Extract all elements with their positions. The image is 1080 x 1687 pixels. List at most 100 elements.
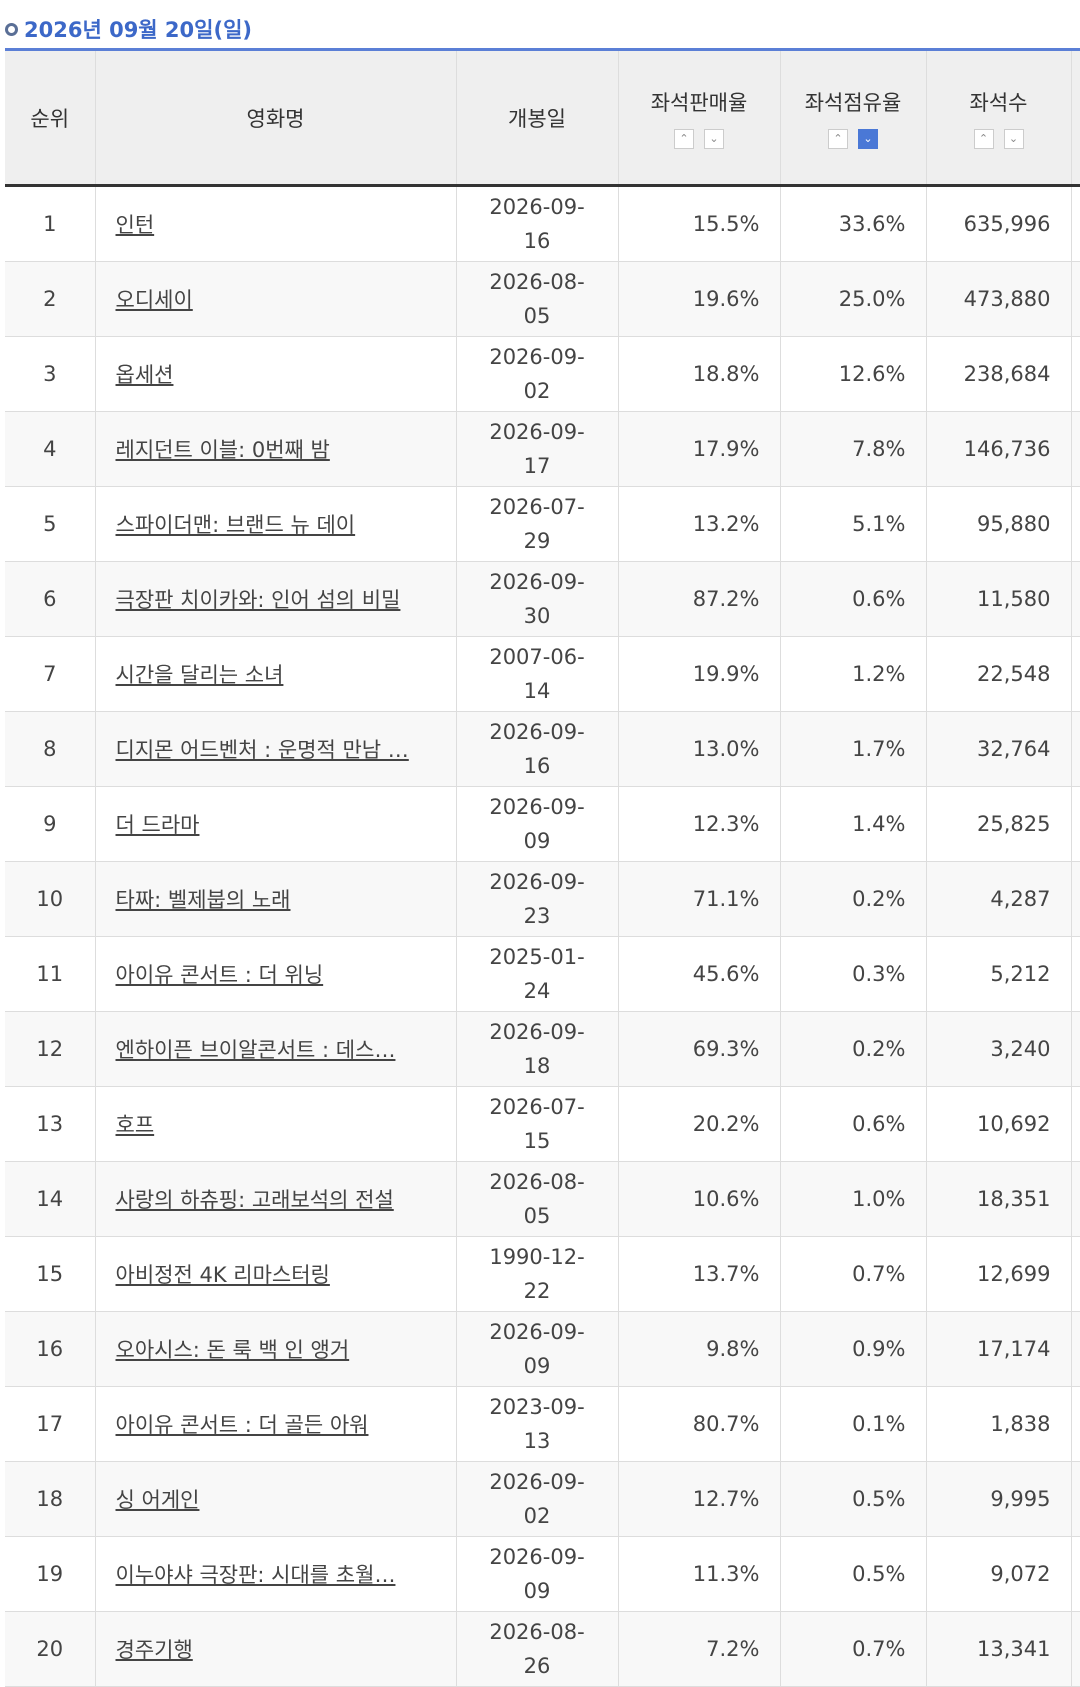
seat-count: 17,174 bbox=[977, 1337, 1051, 1361]
cell: 2023-09-13 bbox=[455, 1386, 618, 1462]
movie-title[interactable]: 극장판 치이카와: 인어 섬의 비밀 bbox=[115, 588, 401, 612]
cell: 0.7% bbox=[779, 1236, 926, 1312]
rank: 7 bbox=[43, 662, 57, 686]
movie-title[interactable]: 이누야샤 극장판: 시대를 초월… bbox=[115, 1563, 396, 1587]
seat-count: 3,240 bbox=[990, 1037, 1051, 1061]
seat-sales-rate: 20.2% bbox=[692, 1112, 760, 1136]
cut-cell bbox=[1070, 261, 1080, 337]
seat-sales-rate: 13.7% bbox=[692, 1262, 760, 1286]
table-row: 17 아이유 콘서트 : 더 골든 아워 2023-09-13 80.7% 0.1% 1,… bbox=[5, 1386, 1080, 1462]
seat-sales-rate: 9.8% bbox=[706, 1337, 760, 1361]
seat-sales-rate: 12.7% bbox=[692, 1487, 760, 1511]
cell: 635,996 bbox=[925, 185, 1071, 262]
cell: 1.7% bbox=[779, 711, 926, 787]
sort-buttons: ⌃ ⌄ bbox=[928, 128, 1070, 149]
cell: 극장판 치이카와: 인어 섬의 비밀 bbox=[94, 561, 456, 637]
seat-share: 1.7% bbox=[852, 737, 906, 761]
movie-title[interactable]: 시간을 달리는 소녀 bbox=[115, 663, 284, 687]
release-date: 2026-09-16 bbox=[489, 720, 585, 778]
movie-title[interactable]: 옵세션 bbox=[115, 363, 174, 387]
cell: 2026-07-29 bbox=[455, 486, 618, 562]
seat-count: 12,699 bbox=[977, 1262, 1051, 1286]
cell: 13 bbox=[5, 1086, 95, 1162]
release-date: 2026-07-15 bbox=[489, 1095, 585, 1153]
table-row: 1 인턴 2026-09-16 15.5% 33.6% 635,996 bbox=[5, 185, 1080, 262]
col-label: 순위 bbox=[30, 106, 70, 131]
movie-title[interactable]: 아비정전 4K 리마스터링 bbox=[115, 1263, 330, 1287]
movie-title[interactable]: 오아시스: 돈 룩 백 인 앵거 bbox=[115, 1338, 350, 1362]
table-row: 12 엔하이픈 브이알콘서트 : 데스… 2026-09-18 69.3% 0.2% 3,… bbox=[5, 1011, 1080, 1087]
seat-share: 25.0% bbox=[838, 287, 906, 311]
seat-count: 9,072 bbox=[990, 1562, 1051, 1586]
movie-title[interactable]: 아이유 콘서트 : 더 골든 아워 bbox=[115, 1413, 369, 1437]
cell: 13,341 bbox=[925, 1611, 1071, 1687]
cell: 2026-09-02 bbox=[455, 336, 618, 412]
movie-title[interactable]: 더 드라마 bbox=[115, 813, 200, 837]
movie-title[interactable]: 호프 bbox=[115, 1113, 155, 1137]
cut-cell bbox=[1070, 786, 1080, 862]
cell: 2026-07-15 bbox=[455, 1086, 618, 1162]
seat-sales-rate: 69.3% bbox=[692, 1037, 760, 1061]
cell: 5.1% bbox=[779, 486, 926, 562]
seat-share: 7.8% bbox=[852, 437, 906, 461]
table-row: 10 타짜: 벨제붑의 노래 2026-09-23 71.1% 0.2% 4,287 bbox=[5, 861, 1080, 937]
cell: 7.2% bbox=[617, 1611, 780, 1687]
sort-desc-active[interactable]: ⌄ bbox=[858, 128, 878, 149]
sort-desc[interactable]: ⌄ bbox=[704, 128, 724, 149]
rank: 13 bbox=[36, 1112, 64, 1136]
cell: 9.8% bbox=[617, 1311, 780, 1387]
rank: 17 bbox=[36, 1412, 64, 1436]
movie-title[interactable]: 싱 어게인 bbox=[115, 1488, 200, 1512]
seat-sales-rate: 87.2% bbox=[692, 587, 760, 611]
movie-title[interactable]: 아이유 콘서트 : 더 위닝 bbox=[115, 963, 324, 987]
col-label: 좌석판매율 bbox=[650, 90, 748, 115]
movie-title[interactable]: 엔하이픈 브이알콘서트 : 데스… bbox=[115, 1038, 396, 1062]
seat-sales-rate: 15.5% bbox=[692, 212, 760, 236]
seat-share: 0.6% bbox=[852, 1112, 906, 1136]
movie-title[interactable]: 타짜: 벨제붑의 노래 bbox=[115, 888, 291, 912]
movie-title[interactable]: 오디세이 bbox=[115, 288, 193, 312]
seat-count: 238,684 bbox=[963, 362, 1051, 386]
movie-title[interactable]: 경주기행 bbox=[115, 1638, 193, 1662]
movie-title[interactable]: 디지몬 어드벤처 : 운명적 만남 … bbox=[115, 738, 409, 762]
movie-title[interactable]: 레지던트 이블: 0번째 밤 bbox=[115, 438, 330, 462]
cut-cell bbox=[1070, 936, 1080, 1012]
seat-count: 13,341 bbox=[977, 1637, 1051, 1661]
col-header: 개봉일 bbox=[455, 49, 618, 187]
movie-title[interactable]: 스파이더맨: 브랜드 뉴 데이 bbox=[115, 513, 356, 537]
seat-share: 0.7% bbox=[852, 1637, 906, 1661]
movie-title[interactable]: 사랑의 하츄핑: 고래보석의 전설 bbox=[115, 1188, 394, 1212]
movie-title[interactable]: 인턴 bbox=[115, 213, 155, 237]
table-row: 11 아이유 콘서트 : 더 위닝 2025-01-24 45.6% 0.3% 5,212 bbox=[5, 936, 1080, 1012]
cell: 1.4% bbox=[779, 786, 926, 862]
sort-asc[interactable]: ⌃ bbox=[828, 128, 848, 149]
cut-cell bbox=[1070, 861, 1080, 937]
cut-cell bbox=[1070, 1461, 1080, 1537]
cell: 15 bbox=[5, 1236, 95, 1312]
cell: 4,287 bbox=[925, 861, 1071, 937]
table-row: 8 디지몬 어드벤처 : 운명적 만남 … 2026-09-16 13.0% 1.7% 3… bbox=[5, 711, 1080, 787]
seat-count: 25,825 bbox=[977, 812, 1051, 836]
cell: 13.0% bbox=[617, 711, 780, 787]
table-row: 19 이누야샤 극장판: 시대를 초월… 2026-09-09 11.3% 0.5% 9,… bbox=[5, 1536, 1080, 1612]
sort-asc[interactable]: ⌃ bbox=[674, 128, 694, 149]
cell: 18,351 bbox=[925, 1161, 1071, 1237]
cell: 18 bbox=[5, 1461, 95, 1537]
cell: 0.5% bbox=[779, 1536, 926, 1612]
seat-sales-rate: 71.1% bbox=[692, 887, 760, 911]
seat-sales-rate: 13.2% bbox=[692, 512, 760, 536]
cell: 2026-09-30 bbox=[455, 561, 618, 637]
cut-cell bbox=[1070, 636, 1080, 712]
sort-asc[interactable]: ⌃ bbox=[973, 128, 994, 149]
sort-desc[interactable]: ⌄ bbox=[1003, 128, 1024, 149]
cell: 19.6% bbox=[617, 261, 780, 337]
cut-cell bbox=[1070, 486, 1080, 562]
cell: 2026-09-09 bbox=[455, 1311, 618, 1387]
cell: 2026-09-16 bbox=[455, 185, 618, 262]
cell: 17,174 bbox=[925, 1311, 1071, 1387]
cell: 10.6% bbox=[617, 1161, 780, 1237]
rank: 12 bbox=[36, 1037, 64, 1061]
cell: 17.9% bbox=[617, 411, 780, 487]
cut-cell bbox=[1070, 1236, 1080, 1312]
cell: 오아시스: 돈 룩 백 인 앵거 bbox=[94, 1311, 456, 1387]
